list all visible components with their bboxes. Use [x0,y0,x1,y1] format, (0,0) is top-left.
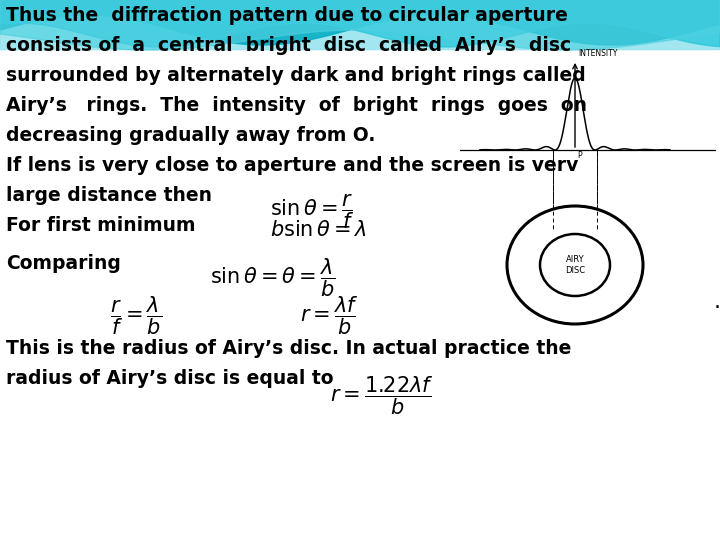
Bar [448,54,716,332]
Text: consists of  a  central  bright  disc  called  Airy’s  disc: consists of a central bright disc called… [6,36,571,55]
Text: $\sin\theta = \theta = \dfrac{\lambda}{b}$: $\sin\theta = \theta = \dfrac{\lambda}{b… [210,256,336,299]
Text: INTENSITY: INTENSITY [578,49,617,58]
Text: For first minimum: For first minimum [6,216,196,235]
Text: Airy’s   rings.  The  intensity  of  bright  rings  goes  on: Airy’s rings. The intensity of bright ri… [6,96,587,115]
Text: P: P [577,151,582,160]
Text: radius of Airy’s disc is equal to: radius of Airy’s disc is equal to [6,369,333,388]
Text: Thus the  diffraction pattern due to circular aperture: Thus the diffraction pattern due to circ… [6,6,568,25]
Ellipse shape [507,206,643,324]
Text: decreasing gradually away from O.: decreasing gradually away from O. [6,126,375,145]
Text: .: . [714,292,720,312]
Text: $\sin\theta = \dfrac{r}{f}$: $\sin\theta = \dfrac{r}{f}$ [270,192,355,231]
Text: Comparing: Comparing [6,254,121,273]
Bar [0,0,720,50]
Text: AIRY
DISC: AIRY DISC [565,255,585,275]
Ellipse shape [540,234,610,296]
Text: This is the radius of Airy’s disc. In actual practice the: This is the radius of Airy’s disc. In ac… [6,339,572,358]
Text: surrounded by alternately dark and bright rings called: surrounded by alternately dark and brigh… [6,66,586,85]
Text: large distance then: large distance then [6,186,212,205]
Text: $r = \dfrac{1.22\lambda f}{b}$: $r = \dfrac{1.22\lambda f}{b}$ [330,374,434,416]
Text: If lens is very close to aperture and the screen is verv: If lens is very close to aperture and th… [6,156,578,175]
Text: $b\sin\theta = \lambda$: $b\sin\theta = \lambda$ [270,220,367,240]
Text: $r = \dfrac{\lambda f}{b}$: $r = \dfrac{\lambda f}{b}$ [300,294,359,336]
Text: $\dfrac{r}{f} = \dfrac{\lambda}{b}$: $\dfrac{r}{f} = \dfrac{\lambda}{b}$ [110,294,162,336]
